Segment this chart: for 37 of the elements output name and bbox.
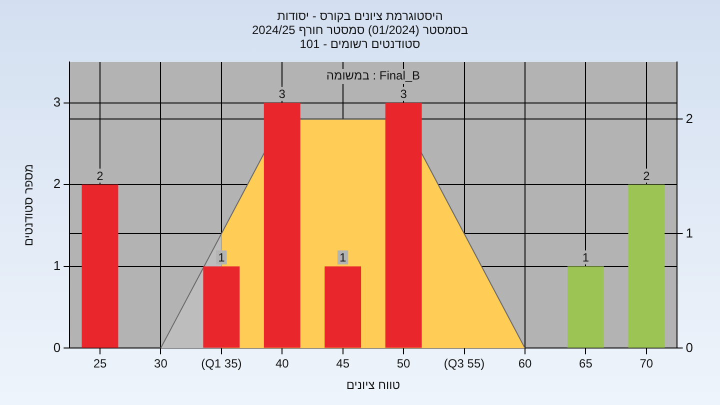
y2-tick-label: 0 <box>686 340 694 355</box>
data-label: 1 <box>218 250 226 265</box>
bar <box>567 266 604 348</box>
bar <box>203 266 240 348</box>
data-label: 3 <box>278 87 286 102</box>
annotation: במשומה : Final_B <box>326 68 420 82</box>
x-tick-label: 60 <box>518 356 532 371</box>
x-tick-label: 70 <box>640 356 654 371</box>
y-tick-label: 3 <box>53 94 61 110</box>
y2-tick-label: 1 <box>686 225 694 240</box>
x-tick-label: 25 <box>93 356 107 371</box>
data-label: 2 <box>96 168 104 183</box>
y-axis-title: מספר סטודנטים <box>22 164 36 246</box>
x-tick-label: (Q1 35) <box>201 356 242 371</box>
data-label: 3 <box>400 87 408 102</box>
x-tick-label: 40 <box>275 356 290 371</box>
data-label: 1 <box>582 250 590 265</box>
y2-tick-label: 2 <box>686 110 694 126</box>
bar <box>324 266 362 348</box>
x-tick-label: 45 <box>336 356 350 371</box>
x-tick-label: 50 <box>396 356 411 371</box>
y-tick-label: 0 <box>53 340 61 355</box>
bar <box>264 102 300 348</box>
x-tick-label: 65 <box>579 356 593 371</box>
x-tick-label: (Q3 55) <box>444 356 485 371</box>
x-axis-title: טווח ציונים <box>346 378 400 392</box>
text: סטודנטים רשומים - 101 <box>300 37 420 51</box>
bar <box>385 102 422 348</box>
y-tick-label: 1 <box>53 258 61 274</box>
y-tick-label: 2 <box>53 176 61 192</box>
bar <box>628 184 665 348</box>
data-label: 1 <box>340 250 346 265</box>
bar <box>82 184 118 348</box>
data-label: 2 <box>643 168 650 183</box>
text: בסמסטר (01/2024) סמסטר חורף 2024/25 <box>252 23 468 37</box>
chart-title: היסטוגרמת ציונים בקורס - יסודות <box>276 9 444 23</box>
x-tick-label: 30 <box>154 356 168 371</box>
